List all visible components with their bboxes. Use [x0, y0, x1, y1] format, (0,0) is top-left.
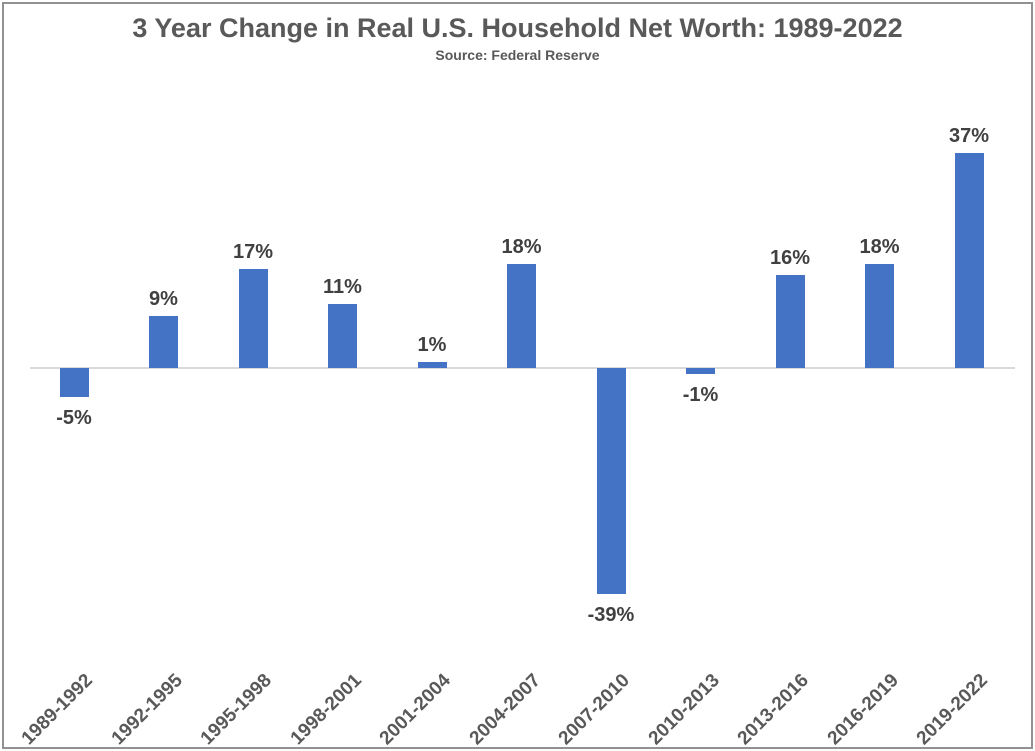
zero-axis-line — [30, 367, 1015, 369]
bar-2004-2007 — [507, 263, 536, 368]
bar-1992-1995 — [149, 315, 178, 368]
data-label-2019-2022: 37% — [948, 125, 990, 148]
x-axis-label-2010-2013: 2010-2013 — [644, 670, 724, 750]
bar-2016-2019 — [865, 263, 894, 368]
x-axis-label-2007-2010: 2007-2010 — [554, 670, 634, 750]
data-label-2016-2019: 18% — [859, 235, 900, 258]
x-axis-label-2013-2016: 2013-2016 — [733, 670, 813, 750]
chart-title: 3 Year Change in Real U.S. Household Net… — [132, 13, 903, 43]
bar-2013-2016 — [775, 275, 805, 368]
bar-1989-1992 — [59, 368, 89, 397]
data-label-2013-2016: 16% — [769, 247, 811, 270]
x-axis-label-1998-2001: 1998-2001 — [286, 670, 366, 750]
data-label-1998-2001: 11% — [323, 276, 362, 299]
bar-2007-2010 — [596, 368, 626, 595]
x-axis-label-1992-1995: 1992-1995 — [107, 670, 187, 750]
bar-2010-2013 — [686, 368, 715, 374]
data-label-2004-2007: 18% — [501, 235, 542, 258]
x-axis-label-1995-1998: 1995-1998 — [196, 670, 276, 750]
x-axis-label-2019-2022: 2019-2022 — [912, 670, 992, 750]
x-axis-label-2001-2004: 2001-2004 — [375, 670, 455, 750]
x-axis-label-2016-2019: 2016-2019 — [823, 670, 903, 750]
bar-1998-2001 — [328, 304, 357, 368]
data-label-2010-2013: -1% — [682, 383, 719, 406]
bar-2019-2022 — [954, 153, 984, 368]
data-label-2007-2010: -39% — [587, 604, 635, 627]
data-label-2001-2004: 1% — [417, 334, 447, 357]
chart-subtitle: Source: Federal Reserve — [435, 47, 600, 63]
data-label-1992-1995: 9% — [149, 287, 178, 310]
bar-1995-1998 — [238, 269, 268, 368]
data-label-1995-1998: 17% — [232, 241, 274, 264]
data-label-1989-1992: -5% — [56, 407, 92, 429]
x-axis-label-2004-2007: 2004-2007 — [465, 670, 545, 750]
x-axis-label-1989-1992: 1989-1992 — [17, 670, 97, 750]
bar-2001-2004 — [417, 362, 447, 368]
